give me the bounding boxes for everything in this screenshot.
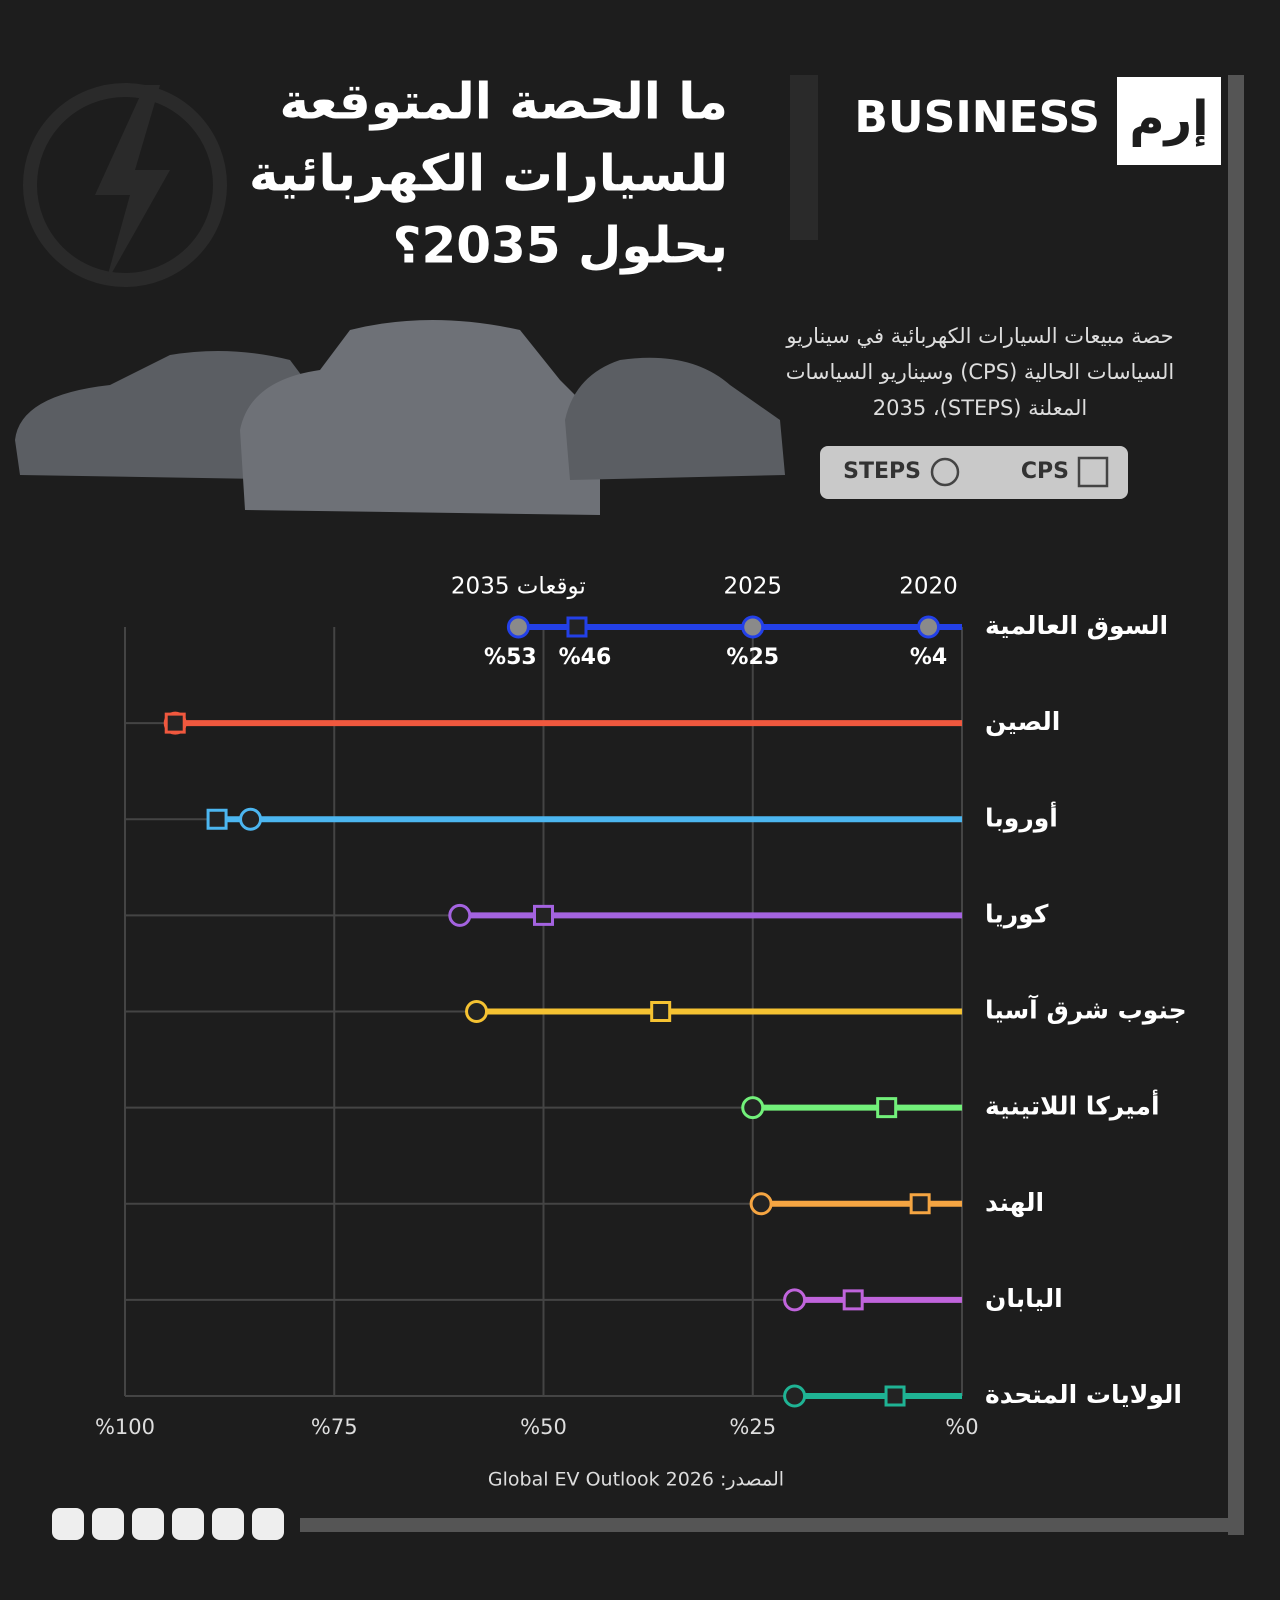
logo-mark: إرم [1129, 91, 1208, 147]
x-tick-label: %75 [311, 1415, 358, 1439]
history-marker [741, 615, 765, 639]
legend-label: STEPS [843, 459, 921, 484]
social-icon [92, 1508, 124, 1540]
x-tick-label: %50 [520, 1415, 567, 1439]
steps-marker [506, 615, 530, 639]
steps-marker [749, 1192, 773, 1216]
value-label: %4 [910, 645, 947, 670]
year-label: 2025 [723, 574, 782, 600]
cars [15, 320, 785, 515]
bolt-ring [23, 83, 227, 287]
title-line: للسيارات الكهربائية [249, 145, 728, 204]
category-label: الولايات المتحدة [985, 1380, 1182, 1410]
social-icon [132, 1508, 164, 1540]
year-label: 2020 [899, 574, 958, 600]
x-tick-label: %0 [945, 1415, 978, 1439]
category-label: الهند [985, 1188, 1044, 1218]
logo-text: BUSINESS [854, 92, 1100, 143]
category-label: الصين [985, 707, 1060, 737]
cps-marker [533, 904, 554, 926]
title-line: ما الحصة المتوقعة [279, 73, 728, 132]
cps-marker [842, 1289, 864, 1311]
history-marker [917, 615, 941, 639]
value-label: %25 [726, 645, 779, 670]
steps-marker [448, 903, 472, 927]
legend-label: CPS [1021, 459, 1069, 484]
social-icon [172, 1508, 204, 1540]
cps-marker [876, 1097, 898, 1119]
steps-marker [465, 1000, 489, 1023]
cps-marker [206, 808, 228, 830]
steps-marker [741, 1096, 765, 1120]
social-icon [52, 1508, 84, 1540]
category-label: اليابان [985, 1284, 1063, 1313]
bottom-bar [300, 1518, 1240, 1532]
subtitle: حصة مبيعات السيارات الكهربائية في سيناري… [785, 324, 1175, 420]
social-icon [212, 1508, 244, 1540]
category-label: السوق العالمية [985, 611, 1168, 641]
bolt-icon [95, 85, 170, 285]
title-line: بحلول 2035؟ [392, 217, 728, 276]
side-bar [1228, 75, 1244, 1535]
x-tick-label: %100 [95, 1415, 155, 1439]
steps-marker [783, 1288, 807, 1312]
cps-marker [884, 1385, 906, 1407]
steps-marker [783, 1384, 807, 1408]
category-label: أميركا اللاتينية [985, 1090, 1160, 1122]
steps-marker [239, 807, 263, 831]
deco-bar [790, 75, 818, 240]
category-label: كوريا [985, 899, 1049, 929]
legend-marker [1077, 456, 1109, 488]
cps-marker [650, 1001, 672, 1022]
legend-box [820, 446, 1128, 499]
value-label: %46 [559, 645, 612, 670]
social-icon [252, 1508, 284, 1540]
legend-marker [930, 457, 960, 487]
cps-marker [566, 616, 588, 638]
category-label: جنوب شرق آسيا [985, 995, 1187, 1026]
source: المصدر: Global EV Outlook 2026 [488, 1469, 784, 1491]
cps-marker [164, 712, 186, 734]
category-label: أوروبا [985, 801, 1058, 833]
forecast-label: توقعات 2035 [451, 574, 586, 600]
x-tick-label: %25 [729, 1415, 776, 1439]
value-label: %53 [484, 645, 537, 670]
logo-box [1117, 77, 1221, 165]
cps-marker [909, 1193, 931, 1215]
